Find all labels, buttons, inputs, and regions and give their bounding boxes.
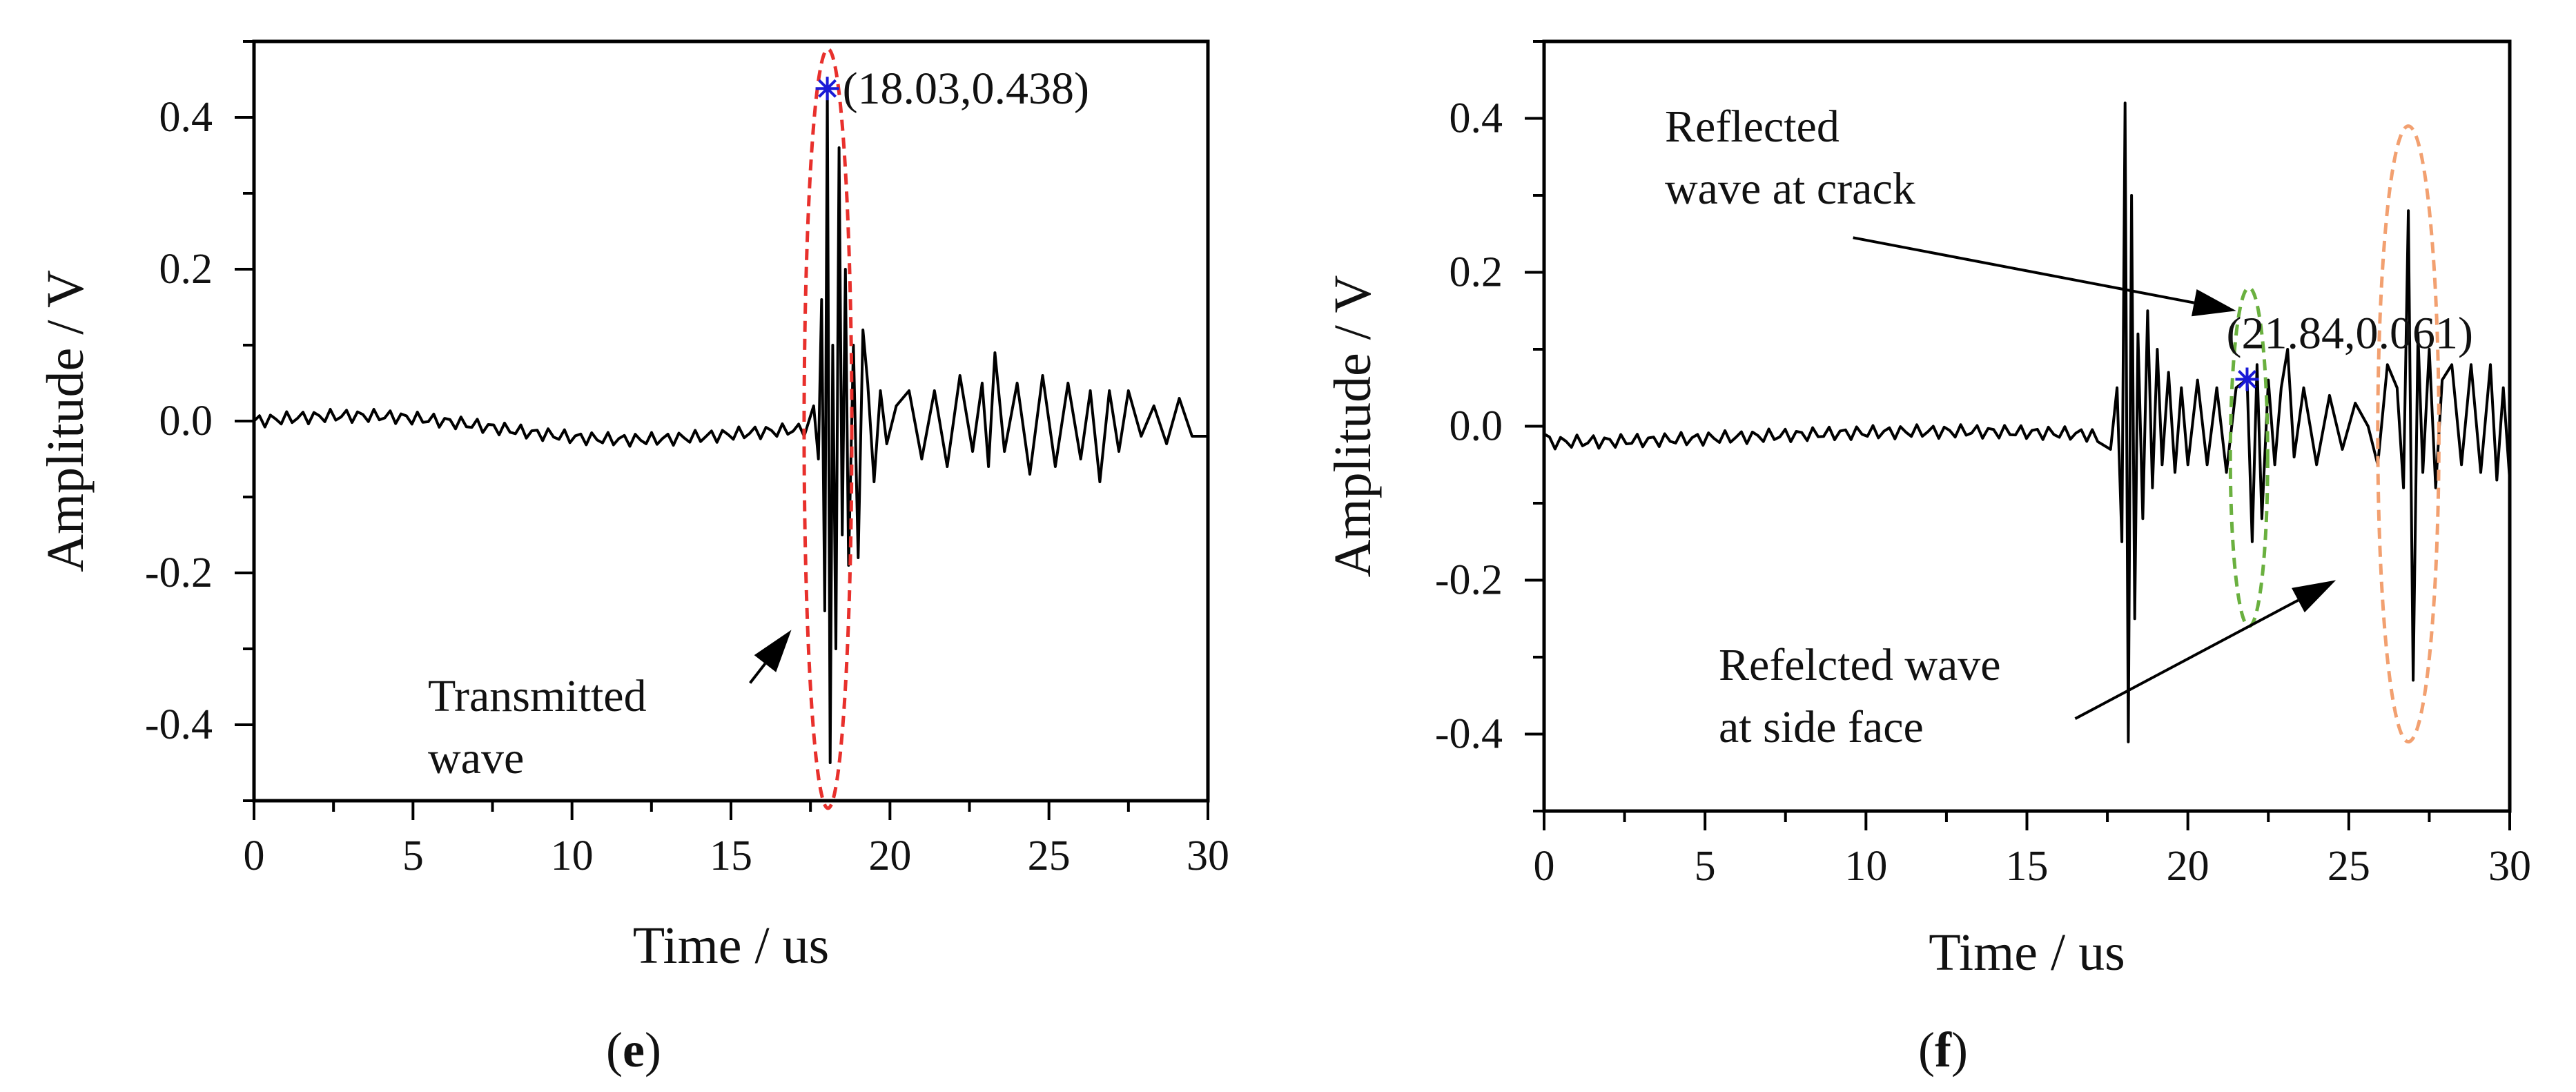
signal-line [253,87,1208,764]
y-tick-label: 0.4 [1450,95,1503,142]
panel-e: 0 5 10 15 20 25 30 -0.4 -0.2 0.0 0.2 0.4 Time / us… [37,39,1229,1078]
peak-coordinate-label: (21.84,0.061) [2226,308,2472,358]
x-tick-label: 20 [2167,843,2209,890]
y-tick-label: -0.4 [1435,711,1503,758]
peak-marker [2235,367,2259,391]
panel-label: (f) [1918,1022,1968,1078]
asterisk-stroke [2238,370,2256,389]
x-tick-label: 15 [710,832,752,879]
x-tick-label: 25 [2328,843,2370,890]
annotation-line-1: Reflected [1665,101,1840,152]
x-axis-label: Time / us [1929,924,2125,982]
x-tick-label: 10 [1844,843,1887,890]
x-tick-label: 30 [2488,843,2531,890]
annotation-arrow-head [2292,580,2336,613]
y-tick-label: -0.2 [1435,557,1503,604]
y-tick-label: 0.2 [1450,249,1503,296]
x-ticks: 0 5 10 15 20 25 30 [1534,811,2531,890]
x-tick-label: 5 [402,832,424,879]
y-tick-label: 0.2 [159,246,213,293]
annotation-line-1: Refelcted wave [1719,640,2001,690]
x-ticks: 0 5 10 15 20 25 30 [244,801,1229,879]
panel-f: 0 5 10 15 20 25 30 -0.4 -0.2 0.0 0.2 0.4 Time / us… [1324,39,2531,1078]
annotation-reflected-side-face: Refelcted wave at side face [1719,580,2336,752]
annotation-line-1: Transmitted [428,671,647,721]
annotation-line-2: wave [428,733,524,783]
x-axis-label: Time / us [633,917,829,975]
y-tick-label: 0.0 [1450,403,1503,450]
asterisk-stroke [818,79,837,98]
y-tick-label: 0.0 [159,398,213,445]
y-axis-label: Amplitude / V [37,270,95,572]
annotation-arrow [2074,598,2299,720]
panel-label: (e) [606,1022,661,1078]
annotation-transmitted-wave: Transmitted wave [428,630,792,783]
annotation-arrow [1853,236,2195,304]
peak-marker [815,77,839,101]
peak-coordinate-label: (18.03,0.438) [843,64,1089,114]
x-tick-label: 30 [1187,832,1229,879]
x-tick-label: 5 [1695,843,1716,890]
y-tick-label: -0.2 [145,549,213,596]
x-tick-label: 15 [2006,843,2049,890]
y-tick-label: -0.4 [145,701,213,748]
x-tick-label: 0 [244,832,265,879]
x-tick-label: 20 [868,832,911,879]
y-tick-label: 0.4 [159,94,213,141]
x-tick-label: 0 [1534,843,1555,890]
annotation-line-2: at side face [1719,702,1924,752]
y-ticks: -0.4 -0.2 0.0 0.2 0.4 [1435,40,1544,812]
annotation-reflected-crack: Reflected wave at crack [1665,101,2236,317]
y-axis-label: Amplitude / V [1324,275,1382,578]
annotation-arrow [749,663,767,684]
x-tick-label: 10 [551,832,594,879]
annotation-arrow-head [2191,289,2236,317]
x-tick-label: 25 [1028,832,1071,879]
annotation-line-2: wave at crack [1665,164,1915,214]
highlight-ellipse-side-face [2376,124,2441,744]
highlight-ellipse-transmitted [802,47,854,810]
annotation-arrow-head [754,630,792,672]
plot-frame [1542,39,2512,813]
plot-clip-area [253,47,1208,810]
signal-line [1543,101,2511,743]
y-ticks: -0.4 -0.2 0.0 0.2 0.4 [145,40,254,802]
